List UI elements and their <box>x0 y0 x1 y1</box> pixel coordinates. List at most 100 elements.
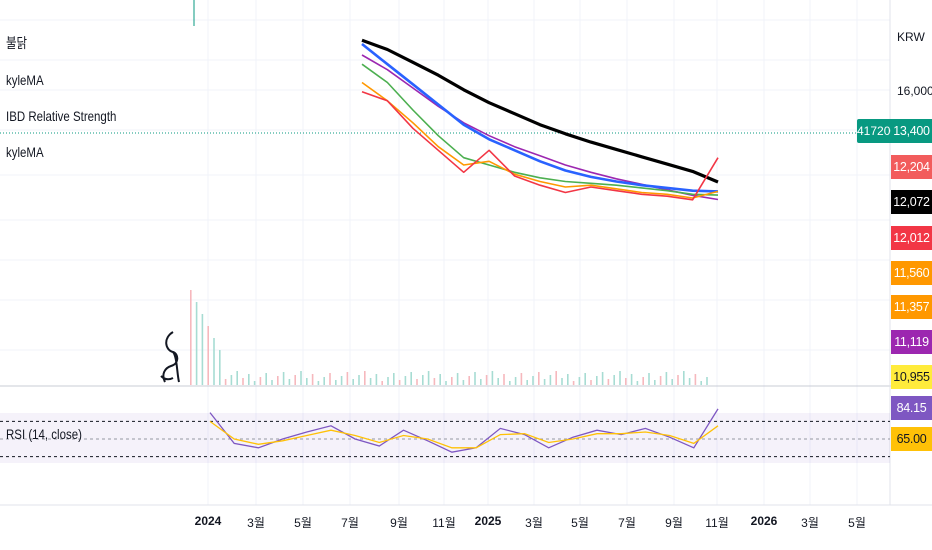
time-tick-1: 3월 <box>247 516 265 530</box>
legend-kylema-1[interactable]: kyleMA <box>6 72 44 88</box>
volume-bar-7 <box>230 375 233 385</box>
volume-bar-49 <box>474 372 476 385</box>
legend-kylema-2[interactable]: kyleMA <box>6 144 44 160</box>
rsi-series-line-1 <box>209 420 719 449</box>
time-tick-12: 2026 <box>750 514 778 528</box>
volume-bar-89 <box>706 377 708 385</box>
volume-bar-63 <box>555 371 557 385</box>
volume-bar-68 <box>584 373 586 385</box>
volume-bar-17 <box>288 379 291 385</box>
volume-bar-76 <box>630 374 633 385</box>
volume-bar-44 <box>445 381 447 385</box>
time-tick-11: 11월 <box>705 516 729 530</box>
volume-bar-86 <box>688 378 691 385</box>
volume-bar-66 <box>572 381 575 385</box>
volume-bar-38 <box>410 372 412 385</box>
volume-bar-30 <box>364 371 366 385</box>
volume-bar-48 <box>468 376 470 385</box>
volume-bar-13 <box>265 373 267 385</box>
volume-bar-65 <box>567 374 569 385</box>
volume-bar-74 <box>619 371 621 385</box>
volume-bar-29 <box>358 375 360 385</box>
volume-bar-58 <box>526 380 528 385</box>
volume-bar-2 <box>201 314 204 385</box>
volume-bar-12 <box>259 377 262 385</box>
price-series-line-4 <box>361 81 719 199</box>
time-tick-7: 3월 <box>525 516 543 530</box>
volume-bar-37 <box>404 376 407 385</box>
price-badge-1: 12,204 <box>891 155 932 179</box>
legend-ibd-relative-strength[interactable]: IBD Relative Strength <box>6 108 117 124</box>
volume-bar-1 <box>195 302 198 385</box>
volume-bar-27 <box>346 372 349 385</box>
volume-bar-26 <box>340 376 343 385</box>
volume-bar-62 <box>549 375 552 385</box>
volume-bar-85 <box>683 371 685 385</box>
volume-bar-55 <box>509 381 511 385</box>
price-badge-6: 11,119 <box>891 330 932 354</box>
rsi-legend-title[interactable]: RSI (14, close) <box>6 426 82 442</box>
volume-bar-47 <box>462 380 465 385</box>
volume-bar-39 <box>416 379 418 385</box>
rsi-series-line-0 <box>209 408 719 453</box>
volume-bar-77 <box>636 381 639 385</box>
volume-bar-46 <box>456 373 459 385</box>
rsi-pane <box>0 408 890 463</box>
volume-bar-80 <box>654 380 656 385</box>
volume-bar-3 <box>207 326 209 385</box>
volume-bar-24 <box>329 373 331 385</box>
volume-bar-83 <box>671 379 673 385</box>
last-price-flag: 417200 <box>857 119 897 143</box>
volume-bar-53 <box>497 378 499 385</box>
volume-bar-73 <box>613 375 615 385</box>
volume-bar-19 <box>300 371 302 385</box>
volume-bar-84 <box>677 375 679 385</box>
rsi-band <box>0 413 890 463</box>
volume-bar-36 <box>398 380 401 385</box>
volume-bar-23 <box>323 377 325 385</box>
price-badge-7: 10,955 <box>891 365 932 389</box>
volume-bar-8 <box>236 371 238 385</box>
volume-bar-35 <box>393 373 395 385</box>
time-tick-5: 11월 <box>432 516 456 530</box>
volume-bar-57 <box>520 373 523 385</box>
price-series-line-2 <box>361 42 719 193</box>
volume-bar-9 <box>242 378 244 385</box>
time-tick-9: 7월 <box>618 516 636 530</box>
volume-bar-56 <box>514 377 517 385</box>
volume-bar-64 <box>561 378 563 385</box>
y-axis-label-16000: 16,000 <box>897 84 932 98</box>
volume-bar-16 <box>282 372 285 385</box>
volume-bar-61 <box>543 379 546 385</box>
volume-bar-40 <box>422 375 424 385</box>
volume-bar-88 <box>700 381 702 385</box>
volume-bar-60 <box>538 372 540 385</box>
time-tick-3: 7월 <box>341 516 359 530</box>
volume-bar-51 <box>485 375 488 385</box>
legend-symbol[interactable]: 불닭 <box>6 35 28 51</box>
volume-bar-5 <box>219 350 221 385</box>
time-tick-6: 2025 <box>474 514 502 528</box>
volume-bar-28 <box>352 379 354 385</box>
volume-bar-54 <box>503 374 505 385</box>
volume-bar-81 <box>659 376 662 385</box>
volume-bar-14 <box>271 380 273 385</box>
price-series-line-5 <box>361 90 719 201</box>
volume-bar-31 <box>369 378 372 385</box>
volume-bar-10 <box>248 374 250 385</box>
price-badge-5: 11,357 <box>891 295 932 319</box>
volume-bar-33 <box>381 381 383 385</box>
volume-bar-70 <box>596 376 598 385</box>
volume-bar-87 <box>694 374 697 385</box>
time-tick-13: 3월 <box>801 516 819 530</box>
price-badge-4: 11,560 <box>891 261 932 285</box>
currency-label: KRW <box>897 30 925 44</box>
volume-bar-45 <box>451 377 453 385</box>
volume-bar-52 <box>491 371 494 385</box>
volume-bar-20 <box>306 378 308 385</box>
time-tick-2: 5월 <box>294 516 312 530</box>
volume-bar-79 <box>648 373 650 385</box>
price-badge-0: 13,400 <box>891 119 932 143</box>
volume-bar-67 <box>578 377 581 385</box>
